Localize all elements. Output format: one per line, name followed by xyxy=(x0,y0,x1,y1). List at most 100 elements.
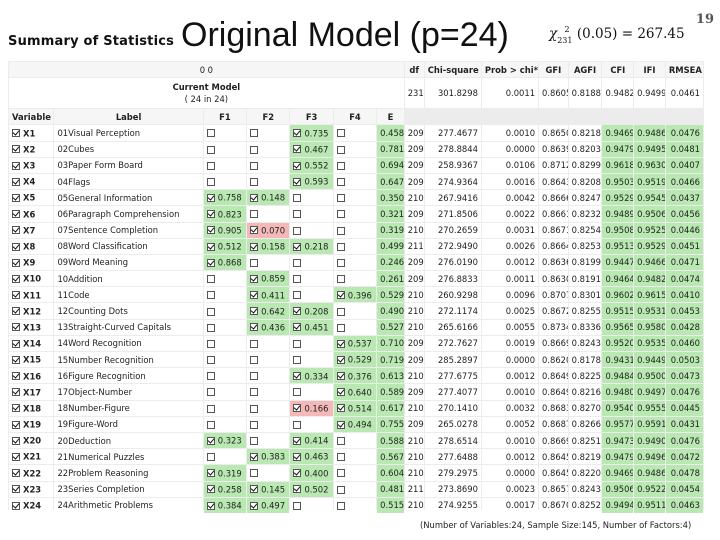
variable-cell[interactable]: X11 xyxy=(9,287,54,303)
variable-checkbox[interactable] xyxy=(12,501,20,510)
loading-checkbox[interactable] xyxy=(293,210,302,219)
loading-cell-f2[interactable] xyxy=(247,432,290,449)
loading-checkbox[interactable] xyxy=(336,275,345,284)
col-header[interactable]: RMSEA xyxy=(665,62,703,78)
loading-checkbox[interactable] xyxy=(206,323,215,332)
loading-cell-f3[interactable] xyxy=(290,287,333,303)
loading-checkbox[interactable] xyxy=(293,469,302,478)
variable-cell[interactable]: X22 xyxy=(9,465,54,481)
loading-checkbox[interactable] xyxy=(293,356,302,365)
loading-cell-f2[interactable] xyxy=(247,254,290,271)
variable-checkbox[interactable] xyxy=(12,436,20,445)
loading-checkbox[interactable] xyxy=(206,307,215,316)
col-header[interactable]: Chi-square xyxy=(424,62,481,78)
loading-cell-f4[interactable] xyxy=(333,303,377,319)
loading-cell-f3[interactable] xyxy=(290,384,333,400)
variable-checkbox[interactable] xyxy=(12,242,20,251)
col-header[interactable]: df xyxy=(404,62,424,78)
loading-checkbox[interactable] xyxy=(293,485,302,494)
loading-checkbox[interactable] xyxy=(250,452,259,461)
variable-checkbox[interactable] xyxy=(12,452,20,461)
loading-cell-f1[interactable] xyxy=(203,141,247,157)
loading-checkbox[interactable] xyxy=(336,420,345,429)
loading-cell-f1[interactable] xyxy=(203,271,247,287)
loading-checkbox[interactable] xyxy=(250,437,259,446)
loading-checkbox[interactable] xyxy=(293,258,302,267)
loading-checkbox[interactable] xyxy=(293,275,302,284)
loading-checkbox[interactable] xyxy=(336,242,345,251)
loading-cell-f1[interactable] xyxy=(203,319,247,335)
loading-checkbox[interactable] xyxy=(206,129,215,138)
loading-checkbox[interactable] xyxy=(206,356,215,365)
loading-checkbox[interactable] xyxy=(250,485,259,494)
loading-cell-f1[interactable]: 0.905 xyxy=(203,222,247,238)
variable-checkbox[interactable] xyxy=(12,388,20,397)
loading-checkbox[interactable] xyxy=(336,161,345,170)
loading-cell-f4[interactable]: 0.640 xyxy=(333,384,377,400)
loading-checkbox[interactable] xyxy=(206,145,215,154)
loading-checkbox[interactable] xyxy=(336,145,345,154)
variable-cell[interactable]: X15 xyxy=(9,352,54,368)
loading-cell-f4[interactable]: 0.494 xyxy=(333,416,377,432)
loading-checkbox[interactable] xyxy=(293,388,302,397)
loading-checkbox[interactable] xyxy=(293,323,302,332)
loading-cell-f2[interactable]: 0.411 xyxy=(247,287,290,303)
variable-cell[interactable]: X16 xyxy=(9,368,54,384)
loading-cell-f3[interactable]: 0.735 xyxy=(290,125,333,141)
loading-checkbox[interactable] xyxy=(336,485,345,494)
loading-cell-f1[interactable] xyxy=(203,352,247,368)
loading-cell-f3[interactable]: 0.463 xyxy=(290,449,333,465)
variable-cell[interactable]: X19 xyxy=(9,416,54,432)
variable-checkbox[interactable] xyxy=(12,339,20,348)
loading-checkbox[interactable] xyxy=(336,437,345,446)
variable-cell[interactable]: X10 xyxy=(9,271,54,287)
loading-checkbox[interactable] xyxy=(336,372,345,381)
loading-cell-f4[interactable] xyxy=(333,190,377,206)
col-header[interactable]: GFI xyxy=(539,62,568,78)
loading-cell-f1[interactable] xyxy=(203,287,247,303)
loading-checkbox[interactable] xyxy=(250,323,259,332)
loading-cell-f3[interactable]: 0.552 xyxy=(290,157,333,173)
loading-checkbox[interactable] xyxy=(293,242,302,251)
loading-cell-f1[interactable]: 0.319 xyxy=(203,465,247,481)
loading-checkbox[interactable] xyxy=(206,404,215,413)
loading-checkbox[interactable] xyxy=(206,242,215,251)
loading-cell-f3[interactable]: 0.166 xyxy=(290,400,333,416)
loading-checkbox[interactable] xyxy=(336,129,345,138)
loading-cell-f2[interactable]: 0.148 xyxy=(247,190,290,206)
loading-cell-f3[interactable]: 0.414 xyxy=(290,432,333,449)
loading-checkbox[interactable] xyxy=(336,469,345,478)
variable-cell[interactable]: X1 xyxy=(9,125,54,141)
variable-cell[interactable]: X3 xyxy=(9,157,54,173)
loading-cell-f3[interactable]: 0.502 xyxy=(290,481,333,497)
loading-checkbox[interactable] xyxy=(250,145,259,154)
loading-cell-f4[interactable] xyxy=(333,271,377,287)
loading-checkbox[interactable] xyxy=(293,177,302,186)
loading-cell-f4[interactable]: 0.376 xyxy=(333,368,377,384)
loading-cell-f3[interactable] xyxy=(290,416,333,432)
loading-cell-f2[interactable]: 0.497 xyxy=(247,497,290,513)
loading-checkbox[interactable] xyxy=(293,404,302,413)
loading-checkbox[interactable] xyxy=(293,161,302,170)
loading-checkbox[interactable] xyxy=(336,404,345,413)
variable-cell[interactable]: X20 xyxy=(9,432,54,449)
loading-checkbox[interactable] xyxy=(250,404,259,413)
loading-checkbox[interactable] xyxy=(206,210,215,219)
loading-cell-f2[interactable] xyxy=(247,157,290,173)
loading-checkbox[interactable] xyxy=(250,372,259,381)
variable-cell[interactable]: X18 xyxy=(9,400,54,416)
loading-checkbox[interactable] xyxy=(250,356,259,365)
loading-cell-f2[interactable] xyxy=(247,416,290,432)
loading-cell-f4[interactable]: 0.537 xyxy=(333,335,377,351)
loading-cell-f4[interactable]: 0.529 xyxy=(333,352,377,368)
loading-cell-f1[interactable]: 0.512 xyxy=(203,238,247,254)
loading-cell-f4[interactable] xyxy=(333,432,377,449)
loading-cell-f3[interactable] xyxy=(290,497,333,513)
loading-cell-f1[interactable] xyxy=(203,335,247,351)
loading-cell-f1[interactable]: 0.323 xyxy=(203,432,247,449)
variable-cell[interactable]: X7 xyxy=(9,222,54,238)
variable-checkbox[interactable] xyxy=(12,323,20,332)
loading-checkbox[interactable] xyxy=(250,307,259,316)
loading-checkbox[interactable] xyxy=(293,339,302,348)
loading-checkbox[interactable] xyxy=(293,372,302,381)
